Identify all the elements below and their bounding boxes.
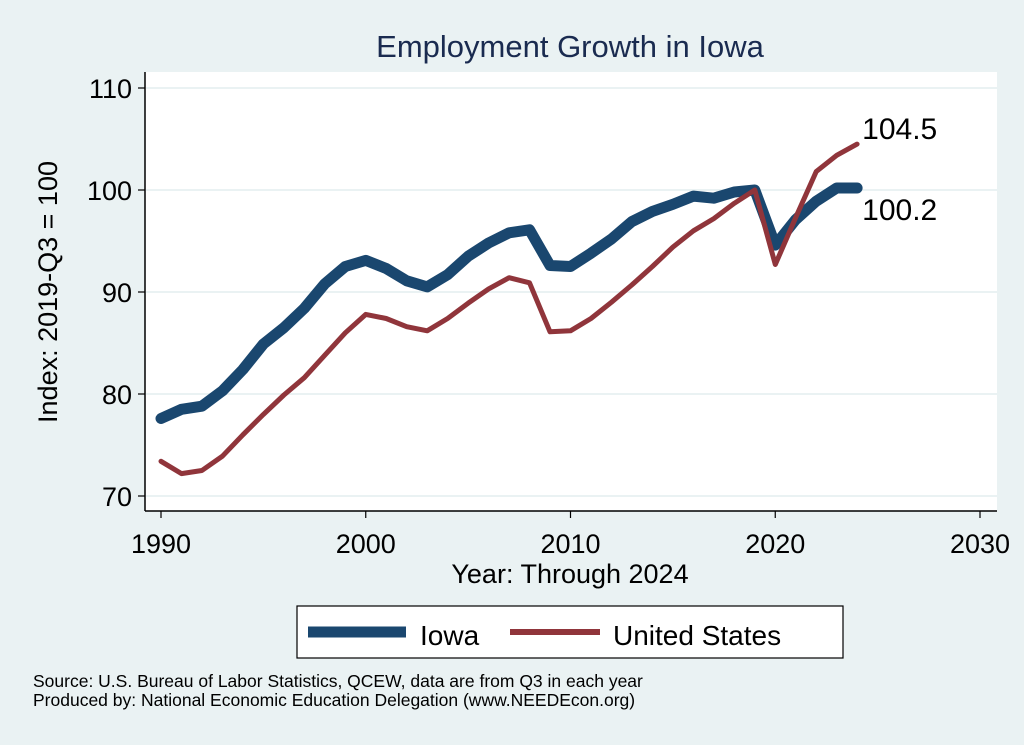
- series-line-iowa: [155, 182, 863, 424]
- end-label-united-states: 104.5: [862, 113, 937, 146]
- x-tick-label: 1990: [131, 529, 191, 559]
- chart-title: Employment Growth in Iowa: [376, 29, 764, 64]
- legend-label-iowa: Iowa: [420, 620, 480, 651]
- series-line-united-states: [158, 141, 860, 477]
- x-tick-label: 2020: [745, 529, 805, 559]
- y-tick-label: 70: [102, 482, 132, 512]
- x-tick-label: 2030: [950, 529, 1010, 559]
- y-tick-label: 90: [102, 278, 132, 308]
- x-axis: 1990 2000 2010 2020 2030: [131, 511, 1010, 559]
- legend: Iowa United States: [296, 605, 844, 659]
- x-axis-title: Year: Through 2024: [451, 559, 688, 589]
- produced-by-note: Produced by: National Economic Education…: [33, 690, 636, 710]
- end-label-iowa: 100.2: [862, 194, 937, 227]
- end-labels: 100.2 104.5: [862, 113, 937, 227]
- y-tick-label: 100: [87, 176, 132, 206]
- x-tick-label: 2010: [540, 529, 600, 559]
- y-tick-label: 80: [102, 380, 132, 410]
- y-axis-title: Index: 2019-Q3 = 100: [33, 161, 63, 423]
- x-tick-label: 2000: [336, 529, 396, 559]
- series-group: [155, 141, 863, 477]
- legend-label-united-states: United States: [613, 620, 781, 651]
- y-tick-label: 110: [89, 74, 132, 104]
- source-note: Source: U.S. Bureau of Labor Statistics,…: [33, 671, 643, 691]
- footer-notes: Source: U.S. Bureau of Labor Statistics,…: [33, 672, 643, 710]
- y-axis: 70 80 90 100 110: [87, 74, 145, 512]
